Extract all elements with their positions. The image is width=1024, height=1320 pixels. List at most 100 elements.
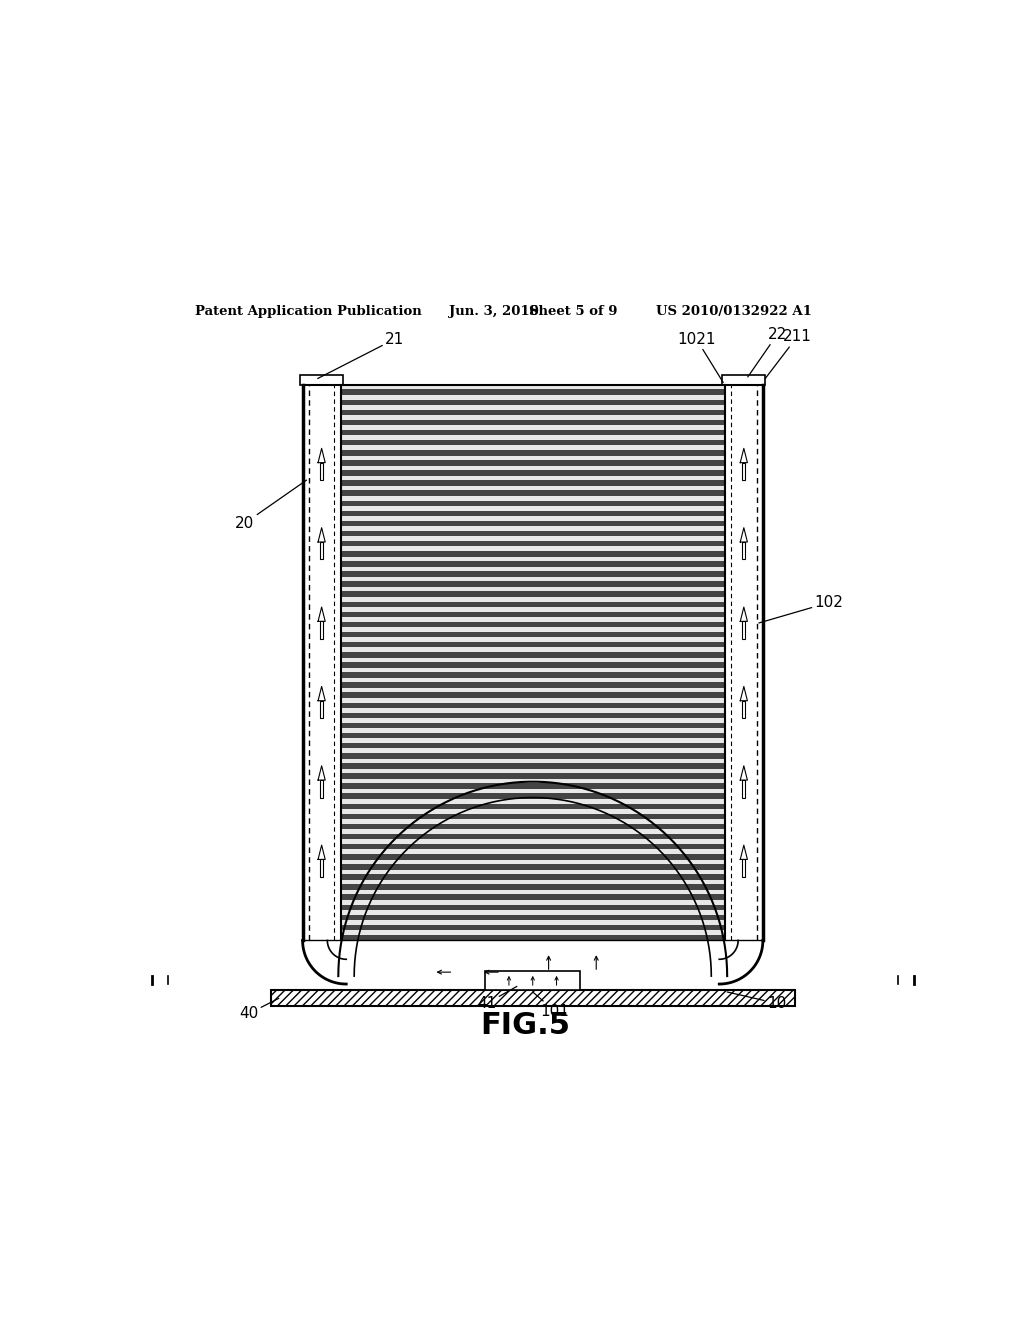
Bar (303, 688, 763, 693)
Bar (303, 759, 763, 763)
Bar (303, 713, 763, 718)
Text: 22: 22 (748, 327, 786, 378)
Bar (303, 763, 763, 768)
Bar (303, 799, 763, 804)
Bar (303, 430, 763, 436)
Bar (303, 925, 763, 931)
Bar (303, 389, 763, 395)
Bar (303, 752, 763, 759)
Bar (725, 385, 763, 940)
Bar (303, 455, 763, 461)
Bar (303, 682, 763, 688)
Bar (303, 884, 763, 890)
Bar (303, 693, 763, 698)
Bar (303, 470, 763, 475)
Bar (303, 642, 763, 648)
Bar (321, 543, 323, 560)
Bar (303, 900, 763, 904)
Bar (303, 466, 763, 470)
Text: 102: 102 (759, 595, 844, 623)
Bar (303, 566, 763, 572)
Text: US 2010/0132922 A1: US 2010/0132922 A1 (655, 305, 812, 318)
Bar (303, 668, 763, 672)
Bar (303, 733, 763, 738)
Text: 1021: 1021 (677, 331, 723, 383)
Bar (303, 748, 763, 752)
Bar (303, 738, 763, 743)
Bar (303, 865, 763, 870)
Bar (303, 500, 763, 506)
Bar (303, 405, 763, 409)
Bar (742, 543, 745, 560)
Bar (303, 385, 763, 389)
Bar (303, 638, 763, 642)
Bar (321, 622, 323, 639)
Bar (303, 895, 763, 900)
Bar (321, 780, 323, 797)
Bar (303, 793, 763, 799)
Bar (303, 880, 763, 884)
Bar (303, 677, 763, 682)
Bar (303, 436, 763, 440)
Bar (303, 652, 763, 657)
Bar (742, 859, 745, 876)
Bar (303, 768, 763, 774)
Bar (303, 829, 763, 834)
Bar (742, 462, 745, 480)
Bar (300, 375, 343, 385)
Bar (303, 809, 763, 813)
Text: Jun. 3, 2010: Jun. 3, 2010 (450, 305, 540, 318)
Bar (742, 622, 745, 639)
Bar (303, 450, 763, 455)
Bar (303, 935, 763, 940)
Bar (303, 520, 763, 527)
Bar (303, 602, 763, 607)
Bar (303, 870, 763, 874)
Bar (303, 657, 763, 663)
Text: 41: 41 (477, 986, 517, 1011)
Bar (303, 409, 763, 416)
Bar (303, 461, 763, 466)
Bar (303, 904, 763, 909)
Bar (303, 591, 763, 597)
Bar (303, 541, 763, 546)
Bar (303, 854, 763, 859)
Bar (303, 783, 763, 789)
Bar (303, 581, 763, 587)
Bar (303, 557, 763, 561)
Bar (303, 850, 763, 854)
Bar (303, 708, 763, 713)
Bar (303, 531, 763, 536)
Bar (303, 843, 763, 850)
Bar (321, 859, 323, 876)
Bar (303, 587, 763, 591)
Bar (303, 920, 763, 925)
Bar (303, 440, 763, 445)
Bar (303, 718, 763, 723)
Text: 21: 21 (317, 331, 404, 379)
Text: Patent Application Publication: Patent Application Publication (196, 305, 422, 318)
Bar (303, 491, 763, 496)
Bar (303, 729, 763, 733)
Bar (303, 648, 763, 652)
Bar (303, 813, 763, 820)
Bar (303, 909, 763, 915)
Bar (303, 874, 763, 880)
Bar (303, 496, 763, 500)
Bar (303, 890, 763, 895)
Bar (485, 970, 581, 990)
Bar (303, 445, 763, 450)
Bar (742, 701, 745, 718)
Bar (303, 400, 763, 405)
Bar (303, 561, 763, 566)
Bar (303, 663, 763, 668)
Bar (303, 743, 763, 748)
Bar (303, 859, 763, 865)
Bar (303, 723, 763, 729)
Bar (303, 931, 763, 935)
Bar (270, 990, 795, 1006)
Bar (321, 701, 323, 718)
Bar (303, 597, 763, 602)
Bar (303, 632, 763, 638)
Bar (303, 915, 763, 920)
